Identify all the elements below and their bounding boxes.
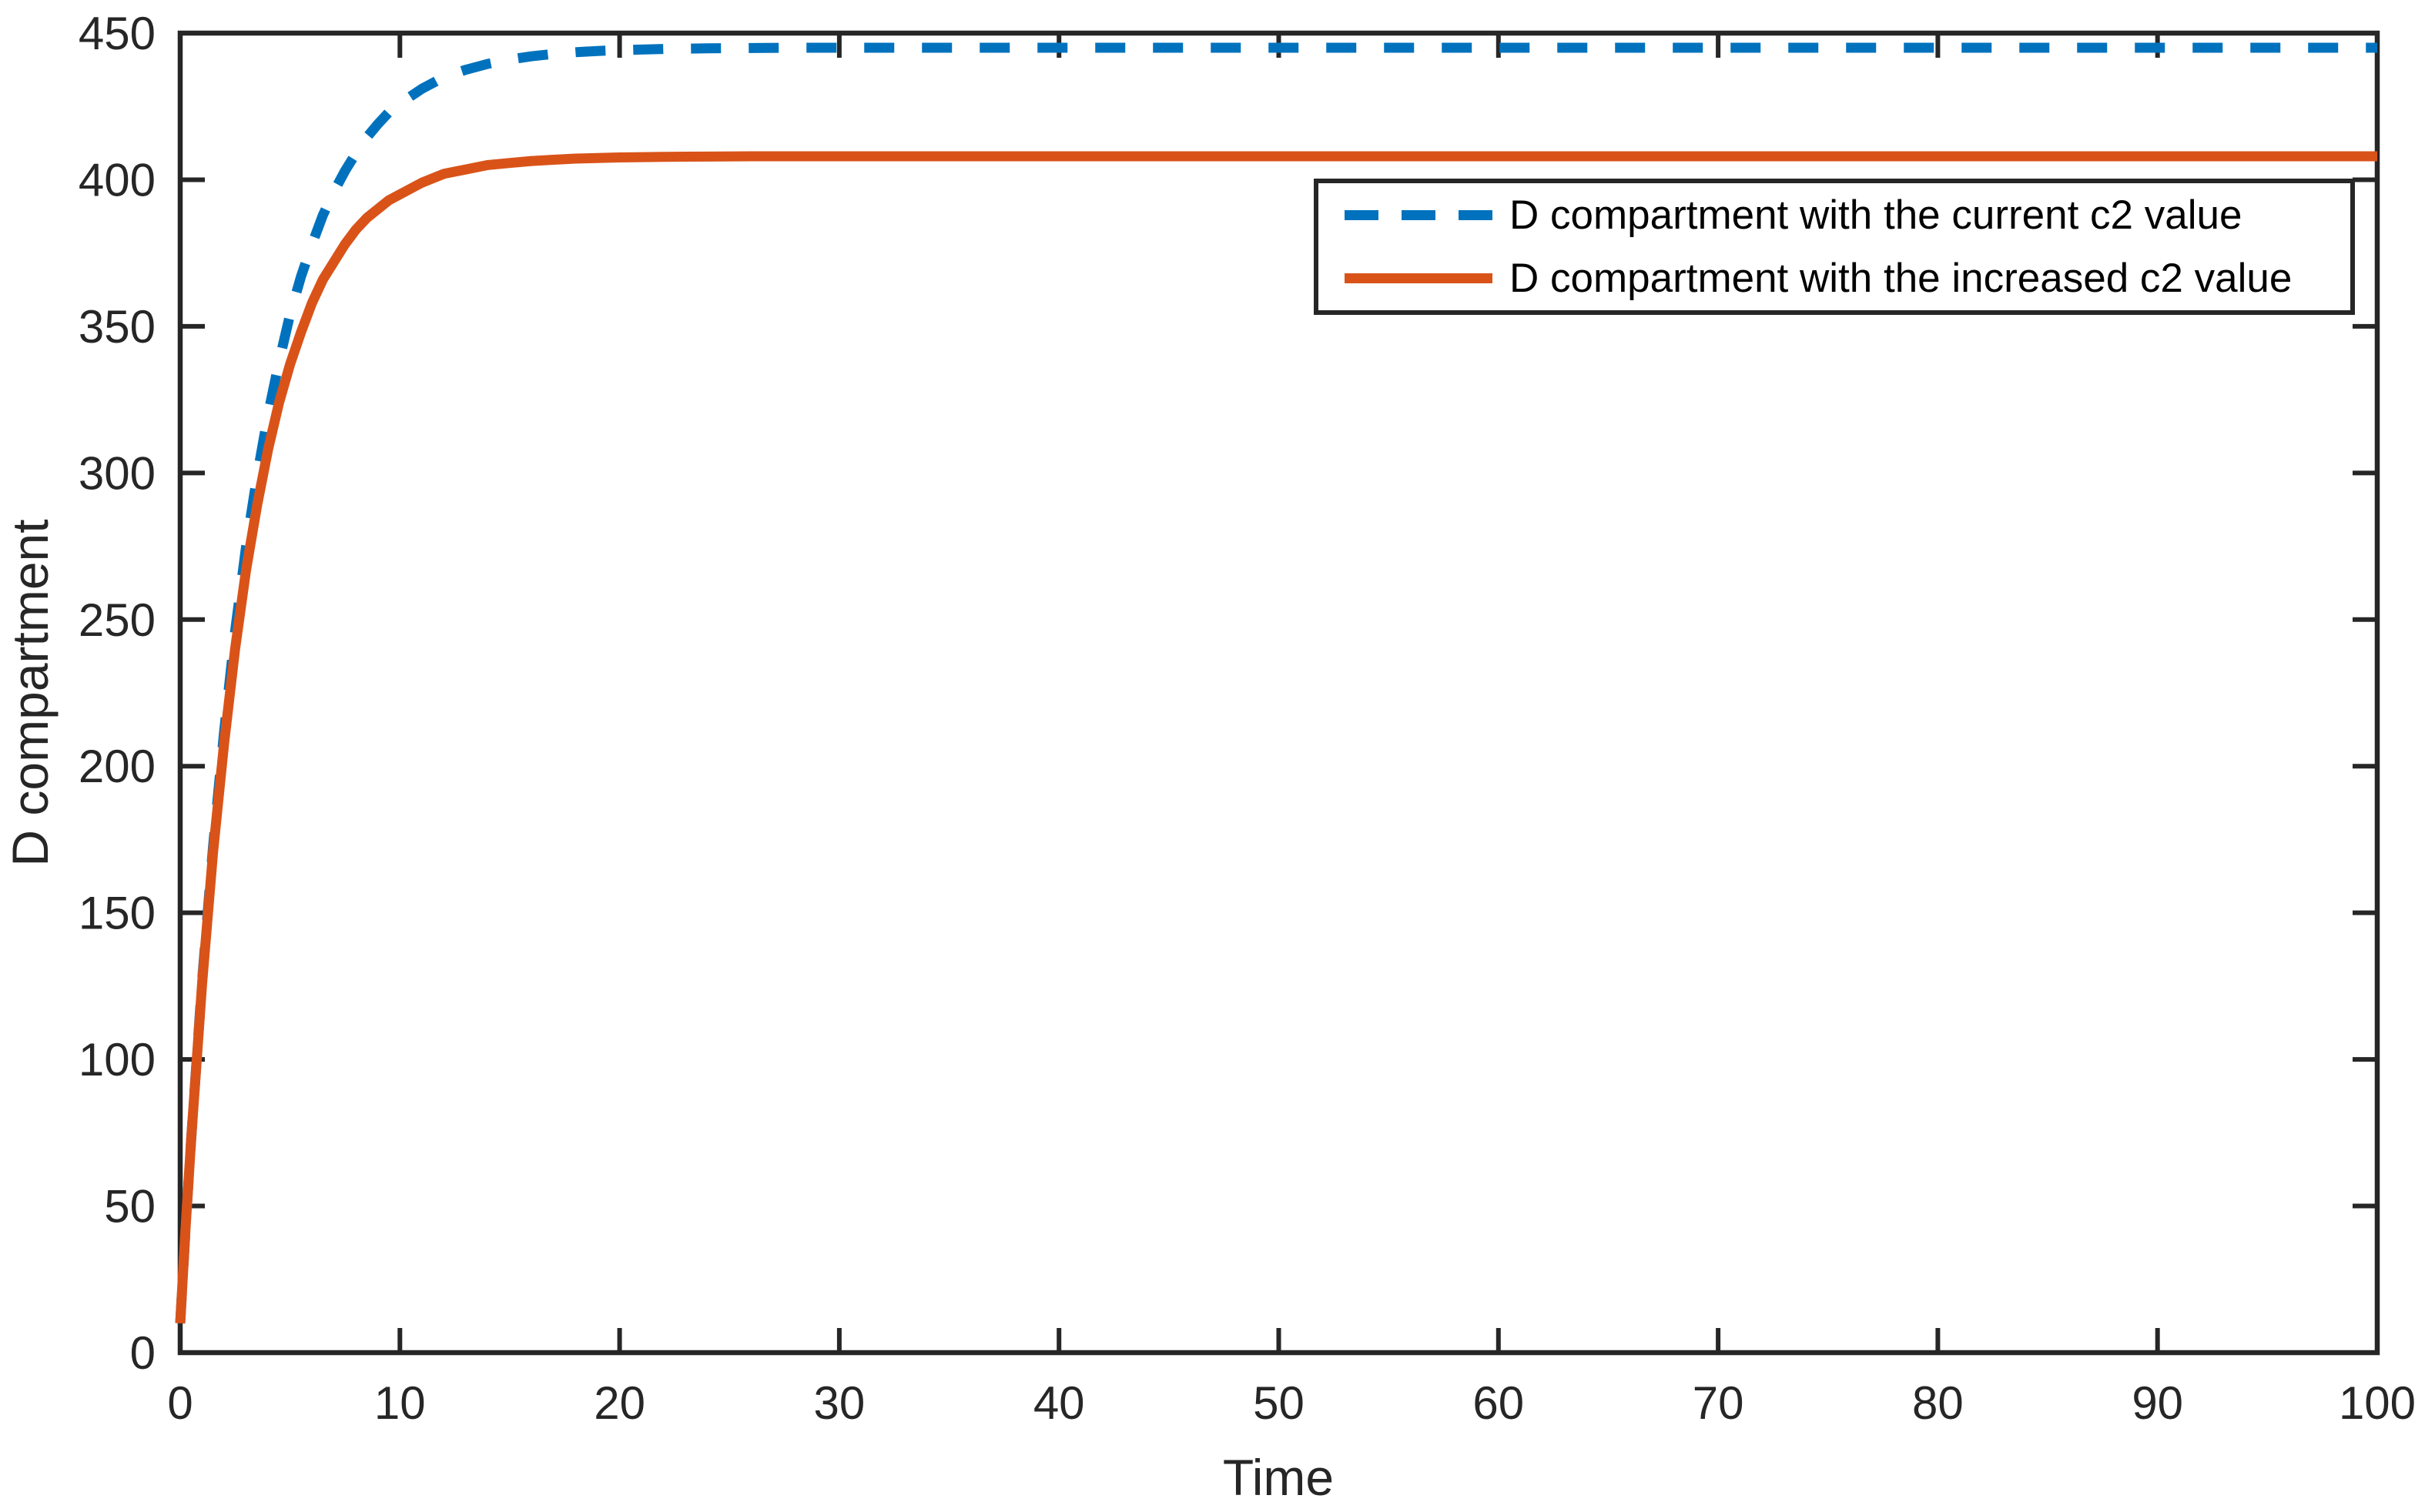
x-tick-label: 40 [1033,1377,1085,1429]
solid-line-sample [1345,273,1492,283]
y-tick-label: 300 [79,447,156,499]
y-tick-label: 400 [79,154,156,206]
x-tick-label: 30 [814,1377,866,1429]
curve-current-c2 [175,42,2377,1324]
x-tick-label: 50 [1253,1377,1305,1429]
curve-increased-c2 [175,151,2377,1324]
data-curves [175,42,2377,1324]
y-tick-labels: 0 50 100 150 200 250 300 350 400 450 [79,8,156,1379]
x-tick-label: 70 [1693,1377,1744,1429]
legend-item: D compartment with the increased c2 valu… [1345,257,2350,300]
y-tick-label: 200 [79,741,156,792]
plot-area-border [177,30,2380,1356]
dashed-line-sample [1345,210,1492,220]
x-tick-label: 100 [2339,1377,2416,1429]
legend-item: D compartment with the current c2 value [1345,194,2350,237]
y-tick-label: 50 [104,1181,156,1233]
y-tick-label: 100 [79,1034,156,1085]
x-tick-label: 60 [1472,1377,1524,1429]
x-tick-label: 10 [374,1377,426,1429]
legend: D compartment with the current c2 value D… [1314,179,2355,315]
x-tick-label: 0 [167,1377,193,1429]
y-tick-label: 0 [130,1327,156,1379]
x-axis-label: Time [1223,1449,1334,1506]
x-tick-label: 20 [594,1377,645,1429]
y-tick-label: 150 [79,888,156,939]
x-tick-labels: 0 10 20 30 40 50 60 70 80 90 100 [167,1377,2416,1429]
legend-item-label: D compartment with the current c2 value [1509,192,2242,238]
y-tick-label: 250 [79,594,156,646]
y-tick-label: 350 [79,301,156,353]
y-axis-label: D compartment [2,519,59,866]
legend-item-label: D compartment with the increased c2 valu… [1509,256,2293,301]
x-tick-label: 80 [1912,1377,1964,1429]
y-tick-label: 450 [79,8,156,59]
x-tick-label: 90 [2132,1377,2183,1429]
